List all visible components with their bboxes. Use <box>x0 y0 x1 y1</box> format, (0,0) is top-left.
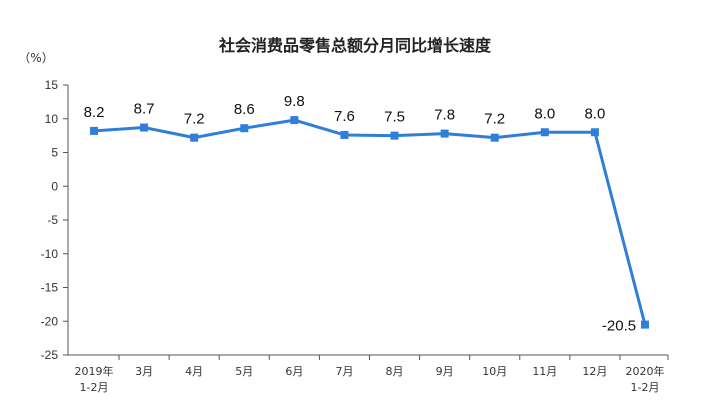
x-tick-label: 2020年 1-2月 <box>626 364 665 394</box>
y-tick-label: 0 <box>51 179 58 193</box>
y-tick-label: -10 <box>41 247 59 261</box>
data-label: 8.0 <box>584 105 605 122</box>
x-tick-label: 6月 <box>285 365 303 378</box>
x-tick-label: 7月 <box>335 365 353 378</box>
y-tick-label: -15 <box>41 281 59 295</box>
data-label: 7.6 <box>334 108 355 125</box>
data-point <box>90 126 98 135</box>
y-tick-label: -20 <box>41 314 59 328</box>
x-tick-label: 12月 <box>582 365 607 378</box>
data-point <box>440 129 449 138</box>
data-point <box>240 124 249 133</box>
series-line <box>93 118 647 326</box>
data-point <box>641 320 649 329</box>
y-ticks: 15 10 5 0 -5 -10 -15 -20 -25 <box>41 78 68 362</box>
x-tick-label: 5月 <box>235 365 253 378</box>
data-label: 7.2 <box>184 111 205 128</box>
data-label: 8.6 <box>234 101 255 118</box>
data-label: 8.2 <box>84 104 105 121</box>
y-tick-label: 5 <box>51 146 58 160</box>
data-label: 9.8 <box>284 93 305 110</box>
y-tick-label: 10 <box>45 112 59 126</box>
data-point <box>290 116 299 125</box>
x-tick-label: 2019年 1-2月 <box>75 364 114 394</box>
x-tick-label: 4月 <box>185 365 203 378</box>
x-tick-label: 10月 <box>482 365 507 378</box>
data-point <box>540 128 549 137</box>
x-tick-label: 9月 <box>436 365 454 378</box>
y-tick-label: -5 <box>47 213 58 227</box>
data-label: -20.5 <box>602 318 636 335</box>
data-point <box>490 133 499 142</box>
x-tick-label: 8月 <box>386 365 404 378</box>
data-point <box>190 133 199 142</box>
data-label: 7.5 <box>384 109 405 126</box>
x-ticks: 2019年 1-2月 3月 4月 5月 6月 7月 8月 9月 10月 11月 12月 2020年 1-2… <box>75 355 669 394</box>
data-label: 7.2 <box>484 111 505 128</box>
series-group: 8.2 8.7 7.2 8.6 9.8 7.6 7.5 7.8 7.2 8.0 8.0 -20.5 <box>84 93 649 335</box>
data-label: 8.0 <box>534 105 555 122</box>
x-tick-label: 11月 <box>532 365 557 378</box>
y-tick-label: -25 <box>41 348 59 362</box>
data-point <box>390 131 399 140</box>
data-label: 8.7 <box>134 101 155 118</box>
x-tick-label: 3月 <box>135 365 153 378</box>
data-point <box>590 128 599 137</box>
chart-title: 社会消费品零售总额分月同比增长速度 <box>218 36 492 55</box>
data-label: 7.8 <box>434 107 455 124</box>
y-unit-label: （%） <box>18 51 53 65</box>
data-point <box>140 123 149 132</box>
y-tick-label: 15 <box>45 78 59 92</box>
data-point <box>340 130 349 139</box>
